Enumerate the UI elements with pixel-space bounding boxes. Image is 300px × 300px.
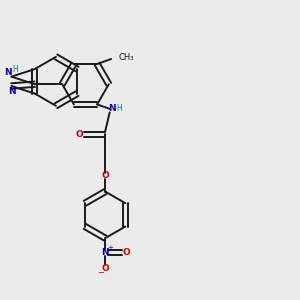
Text: O: O	[101, 171, 109, 180]
Text: CH₃: CH₃	[119, 53, 134, 62]
Text: −: −	[97, 268, 104, 277]
Text: H: H	[116, 104, 122, 113]
Text: N: N	[101, 248, 109, 257]
Text: O: O	[101, 264, 109, 273]
Text: N: N	[108, 104, 115, 113]
Text: N: N	[4, 68, 12, 77]
Text: H: H	[13, 65, 19, 74]
Text: O: O	[122, 248, 130, 257]
Text: O: O	[76, 130, 83, 139]
Text: N: N	[8, 87, 15, 96]
Text: +: +	[107, 245, 113, 251]
